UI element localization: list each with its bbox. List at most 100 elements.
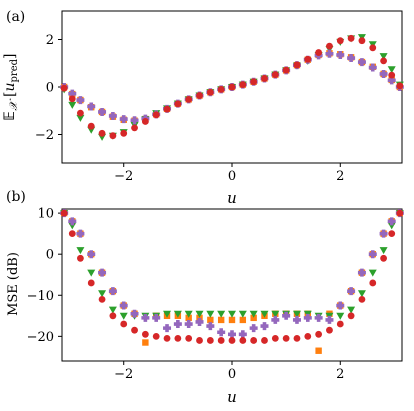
- panel-b-plus-point: [314, 313, 323, 322]
- panel-a-ytick-label: 0: [46, 81, 54, 96]
- panel-a-circle-point: [336, 37, 344, 45]
- panel-b-circle-point: [336, 320, 344, 328]
- panel-b-xtick-label: 2: [336, 367, 344, 382]
- panel-b-plus-point: [387, 217, 396, 226]
- panel-a-circle-point: [131, 124, 138, 132]
- panel-a-circle-point: [120, 129, 128, 137]
- panel-b-ytick-label: −10: [27, 289, 54, 304]
- panel-b-circle-point: [304, 332, 312, 340]
- panel-b-triangle-down-point: [228, 310, 236, 318]
- panel-a-triangle-down-point: [379, 53, 388, 61]
- panel-b-square-point: [228, 316, 236, 324]
- panel-b-plus-point: [76, 229, 85, 238]
- panel-b-circle-point: [347, 312, 355, 320]
- panel-b-circle-point: [60, 209, 68, 217]
- panel-a: (a) u 𝔼𝒳 [upred] −2 0 2 −2 0 2: [2, 9, 404, 207]
- panel-a-circle-point: [152, 111, 160, 119]
- panel-a-plus-point: [130, 116, 139, 125]
- panel-a-plus-point: [108, 111, 117, 120]
- panel-a-ytick-label: 2: [46, 33, 54, 48]
- panel-b-triangle-down-point: [379, 247, 388, 255]
- panel-b-ylabel: MSE (dB): [6, 252, 21, 316]
- panel-b-triangle-down-point: [368, 269, 377, 277]
- panel-b-circle-point: [185, 335, 193, 342]
- panel-b-triangle-down-point: [184, 310, 193, 318]
- panel-b-circle-point: [250, 337, 258, 344]
- panel-a-triangle-down-point: [387, 66, 396, 74]
- panel-b-circle-point: [358, 295, 366, 303]
- panel-b-square-point: [207, 316, 214, 324]
- panel-a-plus-point: [98, 107, 107, 116]
- panel-b-circle-point: [239, 337, 247, 344]
- panel-b-plus-point: [68, 217, 77, 226]
- panel-b-square-point: [196, 314, 203, 322]
- panel-b-triangle-down-point: [206, 310, 215, 318]
- panel-b-triangle-down-point: [292, 310, 301, 318]
- panel-b-triangle-down-point: [357, 290, 366, 298]
- panel-b-circle-point: [141, 330, 149, 338]
- panel-b-triangle-down-point: [173, 310, 182, 318]
- panel-b-circle-point: [68, 230, 76, 238]
- panel-b-circle-point: [206, 337, 214, 344]
- panel-b-ytick-label: −20: [27, 330, 54, 345]
- panel-b-circle-point: [217, 337, 225, 344]
- panel-b-plus-point: [292, 315, 301, 324]
- panel-b-triangle-down-point: [98, 290, 107, 298]
- panel-a-circle-point: [271, 71, 279, 79]
- panel-b-circle-point: [388, 230, 396, 238]
- panel-a-circle-point: [163, 105, 171, 113]
- panel-b-circle-point: [282, 335, 290, 342]
- panel-b-circle-point: [120, 320, 128, 328]
- panel-b-plus-point: [217, 328, 226, 337]
- panel-b-plus-point: [368, 250, 377, 259]
- panel-b-plus-point: [249, 324, 258, 333]
- panel-b-triangle-down-point: [108, 306, 117, 314]
- panel-a-plus-point: [357, 58, 366, 67]
- panel-a-plus-point: [347, 54, 356, 63]
- panel-a-circle-point: [174, 100, 182, 108]
- panel-b-ytick-label: 0: [46, 248, 54, 263]
- panel-b-plus-point: [228, 330, 236, 339]
- panel-b-plus-point: [336, 301, 345, 310]
- panel-b-plus-point: [87, 250, 96, 259]
- panel-a-circle-point: [396, 82, 404, 90]
- svg-text:𝔼𝒳 [upred]: 𝔼𝒳 [upred]: [2, 53, 20, 120]
- panel-b-circle-point: [315, 330, 323, 338]
- panel-b-triangle-down-point: [195, 310, 204, 318]
- panel-b-circle-point: [131, 326, 138, 334]
- panel-b-circle-point: [98, 295, 106, 303]
- panel-b-ytick-label: 10: [37, 207, 54, 222]
- panel-a-circle-point: [196, 92, 203, 99]
- panel-a-ylabel: 𝔼𝒳 [upred]: [2, 53, 20, 120]
- panel-a-circle-point: [380, 57, 387, 65]
- panel-a-plus-point: [336, 50, 345, 59]
- panel-b-plus-point: [108, 287, 117, 296]
- panel-b-label: (b): [6, 189, 26, 205]
- panel-a-triangle-down-point: [76, 114, 85, 122]
- panel-a-circle-point: [282, 66, 290, 74]
- panel-b-triangle-down-point: [87, 269, 96, 277]
- panel-b-circle-point: [396, 209, 404, 217]
- panel-a-plus-point: [87, 102, 96, 111]
- panel-a-label: (a): [6, 9, 25, 25]
- panel-b-square-point: [239, 316, 247, 324]
- panel-b-square-point: [185, 314, 192, 322]
- panel-a-plus-point: [68, 89, 77, 98]
- panel-b-plus-point: [119, 301, 128, 310]
- panel-a-xtick-label: 2: [336, 169, 344, 184]
- panel-b-plus-point: [206, 322, 215, 331]
- panel-b-xtick-label: 0: [228, 367, 236, 382]
- panel-a-ytick-label: −2: [35, 128, 54, 143]
- panel-b-plus-point: [325, 315, 334, 324]
- panel-b-plus-point: [260, 322, 269, 331]
- panel-b-circle-point: [77, 254, 84, 262]
- panel-a-circle-point: [250, 78, 258, 86]
- panel-b-circle-point: [196, 337, 203, 344]
- panel-a-plus-point: [368, 63, 377, 72]
- panel-b-triangle-down-point: [119, 312, 128, 320]
- panel-a-circle-point: [293, 61, 301, 69]
- panel-b-triangle-down-point: [163, 310, 172, 318]
- panel-a-plus-point: [387, 76, 396, 85]
- panel-a-circle-point: [239, 81, 247, 89]
